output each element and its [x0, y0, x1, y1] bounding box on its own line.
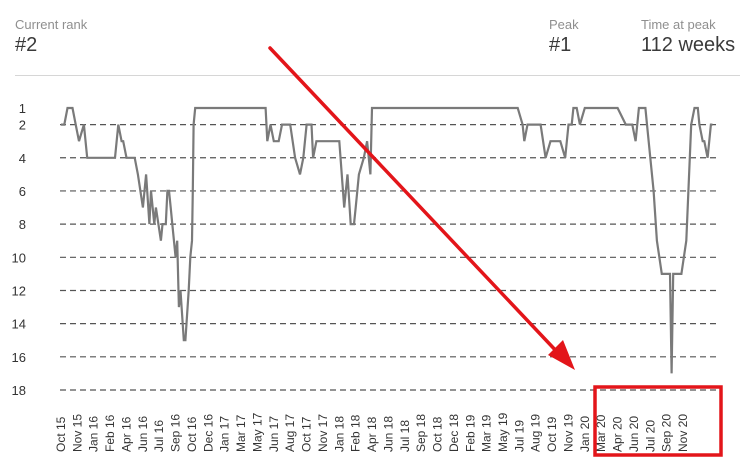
x-tick-label: Jun 18 [381, 416, 395, 452]
x-tick-label: Dec 18 [447, 414, 461, 452]
x-tick-label: Feb 18 [349, 414, 363, 452]
current-rank-stat: Current rank #2 [15, 17, 87, 57]
peak-stat: Peak #1 [549, 17, 579, 57]
x-tick-label: Apr 16 [119, 416, 133, 452]
x-tick-label: Feb 19 [463, 414, 477, 452]
x-tick-label: Jan 20 [578, 416, 592, 452]
x-tick-label: Oct 18 [431, 416, 445, 452]
x-tick-label: Sep 18 [414, 414, 428, 452]
y-tick-label: 18 [12, 383, 26, 398]
x-tick-label: Apr 18 [365, 416, 379, 452]
y-tick-label: 10 [12, 250, 26, 265]
x-tick-label: Jan 16 [87, 416, 101, 452]
x-tick-label: Jul 19 [512, 420, 526, 452]
annotation-arrow-shaft [268, 46, 562, 357]
x-tick-label: Nov 19 [561, 414, 575, 452]
x-tick-label: Jun 16 [136, 416, 150, 452]
x-tick-label: Mar 17 [234, 414, 248, 452]
x-tick-label: Jun 17 [267, 416, 281, 452]
peak-value: #1 [549, 34, 572, 56]
x-tick-label: May 19 [496, 412, 510, 452]
y-tick-label: 1 [19, 101, 26, 116]
time-at-peak-label: Time at peak [641, 17, 716, 32]
current-rank-value: #2 [15, 34, 38, 56]
x-tick-label: Nov 15 [70, 414, 84, 452]
annotation-arrowhead [548, 340, 575, 370]
rank-series-line [61, 106, 713, 374]
y-tick-label: 6 [19, 184, 26, 199]
x-tick-label: Jan 18 [332, 416, 346, 452]
annotation-highlight-box [593, 385, 723, 457]
time-at-peak-value: 112 weeks [641, 34, 736, 56]
y-tick-label: 16 [12, 350, 26, 365]
y-tick-label: 8 [19, 217, 26, 232]
x-tick-label: Oct 15 [54, 416, 68, 452]
x-tick-label: May 17 [250, 412, 264, 452]
x-tick-label: Oct 16 [185, 416, 199, 452]
x-tick-label: Feb 16 [103, 414, 117, 452]
x-tick-label: Apr 20 [611, 416, 625, 452]
peak-label: Peak [549, 17, 579, 32]
x-tick-label: Sep 20 [660, 414, 674, 452]
x-tick-label: Oct 17 [300, 416, 314, 452]
time-at-peak-stat: Time at peak 112 weeks [641, 17, 735, 57]
x-tick-label: Jul 20 [643, 420, 657, 452]
x-tick-label: Sep 16 [169, 414, 183, 452]
x-tick-label: Mar 19 [480, 414, 494, 452]
x-tick-label: Aug 17 [283, 414, 297, 452]
x-tick-label: Mar 20 [594, 414, 608, 452]
x-tick-label: Aug 19 [529, 414, 543, 452]
x-tick-label: Nov 17 [316, 414, 330, 452]
y-tick-label: 12 [12, 283, 26, 298]
x-tick-label: Dec 16 [201, 414, 215, 452]
y-tick-label: 4 [19, 151, 26, 166]
header-divider [15, 75, 740, 76]
x-tick-label: Jun 20 [627, 416, 641, 452]
y-tick-label: 14 [12, 317, 26, 332]
x-tick-label: Nov 20 [676, 414, 690, 452]
x-tick-label: Oct 19 [545, 416, 559, 452]
x-tick-label: Jul 16 [152, 420, 166, 452]
x-tick-label: Jul 18 [398, 420, 412, 452]
current-rank-label: Current rank [15, 17, 88, 32]
y-tick-label: 2 [19, 118, 26, 133]
x-tick-label: Jan 17 [218, 416, 232, 452]
